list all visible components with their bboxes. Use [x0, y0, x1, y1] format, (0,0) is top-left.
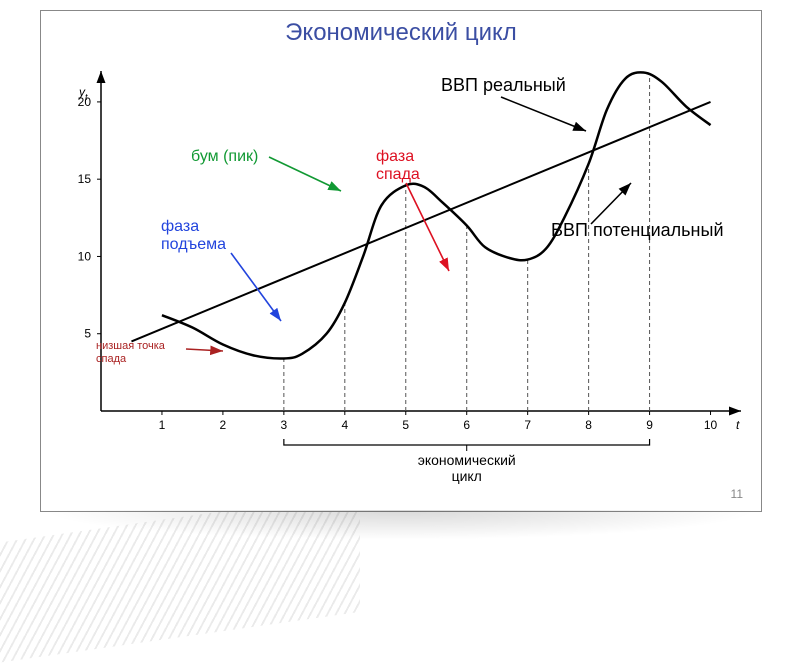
recovery-label: фаза [161, 218, 199, 235]
svg-text:5: 5 [402, 418, 409, 432]
svg-text:10: 10 [78, 249, 92, 263]
svg-text:1: 1 [159, 418, 166, 432]
svg-text:7: 7 [524, 418, 531, 432]
svg-text:5: 5 [84, 327, 91, 341]
svg-text:3: 3 [281, 418, 288, 432]
svg-text:2: 2 [220, 418, 227, 432]
svg-text:10: 10 [704, 418, 718, 432]
svg-text:t: t [736, 418, 740, 432]
potential-gdp-label: ВВП потенциальный [551, 220, 724, 240]
panel-shadow [40, 510, 760, 540]
svg-text:9: 9 [646, 418, 653, 432]
svg-text:15: 15 [78, 172, 92, 186]
svg-text:цикл: цикл [452, 468, 482, 484]
svg-text:экономический: экономический [418, 452, 516, 468]
boom-label: бум (пик) [191, 148, 258, 165]
recovery-label: подъема [161, 236, 226, 253]
page-number: 11 [731, 487, 743, 501]
real-gdp-label: ВВП реальный [441, 75, 566, 95]
trough-label: спада [96, 353, 127, 365]
svg-text:8: 8 [585, 418, 592, 432]
svg-text:6: 6 [463, 418, 470, 432]
recession-label: спада [376, 166, 420, 183]
chart-panel: Экономический цикл 510152012345678910ytt… [40, 10, 762, 512]
economic-cycle-chart: 510152012345678910yttэкономическийциклВВ… [41, 11, 761, 511]
svg-text:4: 4 [341, 418, 348, 432]
recession-label: фаза [376, 148, 414, 165]
trough-label: низшая точка [96, 340, 166, 352]
